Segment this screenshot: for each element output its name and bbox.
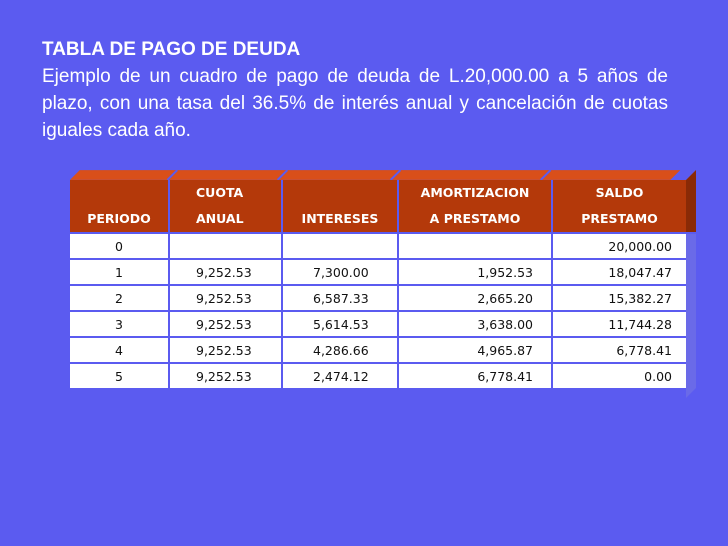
table-cell: 4 bbox=[70, 338, 170, 364]
header-cell-periodo: PERIODO bbox=[70, 206, 170, 232]
table-cell: 0.00 bbox=[553, 364, 686, 390]
heading-block: TABLA DE PAGO DE DEUDA Ejemplo de un cua… bbox=[42, 36, 668, 144]
bevel-col-2 bbox=[277, 170, 401, 180]
table-cell bbox=[399, 234, 553, 260]
table-row: 1 9,252.53 7,300.00 1,952.53 18,047.47 bbox=[70, 260, 702, 286]
table-cell: 9,252.53 bbox=[170, 312, 283, 338]
table-row: 3 9,252.53 5,614.53 3,638.00 11,744.28 bbox=[70, 312, 702, 338]
table-cell: 9,252.53 bbox=[170, 286, 283, 312]
table-cell: 0 bbox=[70, 234, 170, 260]
header-cell: CUOTA bbox=[170, 180, 283, 206]
header-cell: AMORTIZACION bbox=[399, 180, 553, 206]
table-cell: 1,952.53 bbox=[399, 260, 553, 286]
debt-payment-table: CUOTA AMORTIZACION SALDO PERIODO ANUAL I… bbox=[70, 170, 702, 398]
table-cell: 2,474.12 bbox=[283, 364, 399, 390]
table-cell: 6,778.41 bbox=[553, 338, 686, 364]
table-cell bbox=[170, 234, 283, 260]
table-row: 4 9,252.53 4,286.66 4,965.87 6,778.41 bbox=[70, 338, 702, 364]
table-cell: 2,665.20 bbox=[399, 286, 553, 312]
table-cell: 9,252.53 bbox=[170, 364, 283, 390]
header-cell bbox=[70, 180, 170, 206]
page-description: Ejemplo de un cuadro de pago de deuda de… bbox=[42, 66, 668, 141]
table-cell: 6,778.41 bbox=[399, 364, 553, 390]
table-cell: 3 bbox=[70, 312, 170, 338]
table-cell: 11,744.28 bbox=[553, 312, 686, 338]
table-cell: 4,286.66 bbox=[283, 338, 399, 364]
header-row-1: CUOTA AMORTIZACION SALDO bbox=[70, 180, 702, 206]
table-row: 5 9,252.53 2,474.12 6,778.41 0.00 bbox=[70, 364, 702, 390]
table-cell: 5,614.53 bbox=[283, 312, 399, 338]
table-cell: 15,382.27 bbox=[553, 286, 686, 312]
header-cell-prestamo: PRESTAMO bbox=[553, 206, 686, 232]
header-cell bbox=[283, 180, 399, 206]
table-row: 2 9,252.53 6,587.33 2,665.20 15,382.27 bbox=[70, 286, 702, 312]
bevel-col-3 bbox=[390, 170, 551, 180]
table-top-bevel bbox=[70, 170, 681, 180]
table-cell: 1 bbox=[70, 260, 170, 286]
table-side-bevel bbox=[686, 170, 696, 398]
table-cell: 5 bbox=[70, 364, 170, 390]
header-cell-anual: ANUAL bbox=[170, 206, 283, 232]
bevel-col-4 bbox=[540, 170, 681, 180]
table-row: 0 20,000.00 bbox=[70, 234, 702, 260]
table-cell: 6,587.33 bbox=[283, 286, 399, 312]
table-cell: 7,300.00 bbox=[283, 260, 399, 286]
table-cell: 18,047.47 bbox=[553, 260, 686, 286]
table-cell: 3,638.00 bbox=[399, 312, 553, 338]
table-cell: 9,252.53 bbox=[170, 260, 283, 286]
header-cell-a-prestamo: A PRESTAMO bbox=[399, 206, 553, 232]
table-cell bbox=[283, 234, 399, 260]
table-cell: 2 bbox=[70, 286, 170, 312]
header-row-2: PERIODO ANUAL INTERESES A PRESTAMO PREST… bbox=[70, 206, 702, 234]
table-cell: 4,965.87 bbox=[399, 338, 553, 364]
bevel-col-0 bbox=[70, 170, 178, 180]
table-cell: 9,252.53 bbox=[170, 338, 283, 364]
table-cell: 20,000.00 bbox=[553, 234, 686, 260]
bevel-col-1 bbox=[167, 170, 288, 180]
header-cell: SALDO bbox=[553, 180, 686, 206]
page-title: TABLA DE PAGO DE DEUDA bbox=[42, 39, 301, 60]
header-cell-intereses: INTERESES bbox=[283, 206, 399, 232]
